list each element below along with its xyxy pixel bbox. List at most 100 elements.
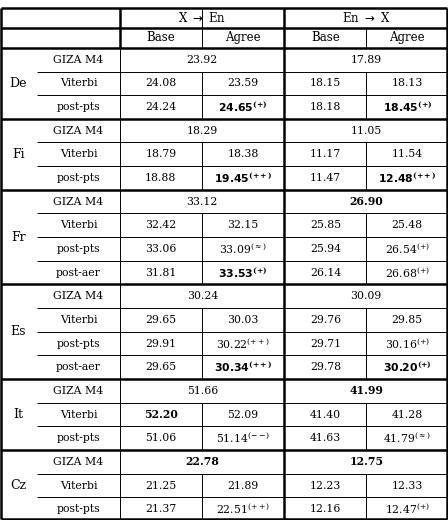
Text: 18.15: 18.15 — [310, 79, 341, 88]
Text: 11.05: 11.05 — [351, 126, 382, 136]
Text: 51.06: 51.06 — [145, 433, 177, 443]
Text: 18.38: 18.38 — [227, 149, 259, 159]
Text: Viterbi: Viterbi — [60, 79, 97, 88]
Text: Fi: Fi — [12, 148, 25, 161]
Text: 23.59: 23.59 — [228, 79, 258, 88]
Text: $\mathbf{30.34}$$^{\mathregular{(++)}}$: $\mathbf{30.34}$$^{\mathregular{(++)}}$ — [214, 360, 272, 374]
Text: 41.63: 41.63 — [310, 433, 341, 443]
Text: 21.25: 21.25 — [145, 480, 177, 490]
Text: It: It — [13, 408, 23, 421]
Text: 41.79$^{\mathregular{(\approx)}}$: 41.79$^{\mathregular{(\approx)}}$ — [383, 431, 431, 446]
Text: GIZA M4: GIZA M4 — [53, 291, 103, 301]
Text: 18.13: 18.13 — [392, 79, 423, 88]
Text: 18.29: 18.29 — [187, 126, 218, 136]
Text: 25.85: 25.85 — [310, 220, 341, 230]
Text: 30.24: 30.24 — [187, 291, 218, 301]
Text: post-aer: post-aer — [56, 268, 101, 278]
Text: Viterbi: Viterbi — [60, 480, 97, 490]
Text: 29.65: 29.65 — [145, 315, 177, 325]
Text: post-pts: post-pts — [56, 339, 100, 348]
Text: 18.88: 18.88 — [145, 173, 177, 183]
Text: 25.48: 25.48 — [392, 220, 423, 230]
Text: Es: Es — [11, 326, 26, 338]
Text: GIZA M4: GIZA M4 — [53, 386, 103, 396]
Text: 24.24: 24.24 — [145, 102, 177, 112]
Text: 21.89: 21.89 — [228, 480, 258, 490]
Text: 29.71: 29.71 — [310, 339, 341, 348]
Text: De: De — [9, 77, 27, 90]
Text: $\mathbf{30.20}$$^{\mathregular{(+)}}$: $\mathbf{30.20}$$^{\mathregular{(+)}}$ — [383, 360, 432, 374]
Text: 26.90: 26.90 — [349, 196, 383, 207]
Text: 30.09: 30.09 — [351, 291, 382, 301]
Text: 33.06: 33.06 — [145, 244, 177, 254]
Text: 30.22$^{\mathregular{(++)}}$: 30.22$^{\mathregular{(++)}}$ — [216, 336, 270, 351]
Text: 30.03: 30.03 — [227, 315, 259, 325]
Text: 26.54$^{\mathregular{(+)}}$: 26.54$^{\mathregular{(+)}}$ — [385, 242, 430, 256]
Text: 18.18: 18.18 — [310, 102, 341, 112]
Text: 29.85: 29.85 — [392, 315, 423, 325]
Text: 26.68$^{\mathregular{(+)}}$: 26.68$^{\mathregular{(+)}}$ — [385, 265, 430, 280]
Text: Base: Base — [311, 31, 340, 44]
Text: post-aer: post-aer — [56, 362, 101, 372]
Text: 26.14: 26.14 — [310, 268, 341, 278]
Text: 12.47$^{\mathregular{(+)}}$: 12.47$^{\mathregular{(+)}}$ — [385, 502, 430, 516]
Text: 33.12: 33.12 — [186, 197, 218, 206]
Text: 22.78: 22.78 — [185, 457, 219, 467]
Text: $\mathbf{18.45}$$^{\mathregular{(+)}}$: $\mathbf{18.45}$$^{\mathregular{(+)}}$ — [383, 100, 432, 114]
Text: 41.28: 41.28 — [392, 410, 423, 420]
Text: post-pts: post-pts — [56, 173, 100, 183]
Text: 51.14$^{\mathregular{(--)}}$: 51.14$^{\mathregular{(--)}}$ — [216, 431, 270, 446]
Text: 11.17: 11.17 — [310, 149, 341, 159]
Text: 23.92: 23.92 — [187, 55, 218, 64]
Text: 12.33: 12.33 — [392, 480, 423, 490]
Text: post-pts: post-pts — [56, 102, 100, 112]
Text: En $\rightarrow$ X: En $\rightarrow$ X — [342, 11, 390, 25]
Text: post-pts: post-pts — [56, 244, 100, 254]
Text: 41.99: 41.99 — [349, 385, 383, 396]
Text: 29.65: 29.65 — [145, 362, 177, 372]
Text: 30.16$^{\mathregular{(+)}}$: 30.16$^{\mathregular{(+)}}$ — [385, 336, 430, 351]
Text: Agree: Agree — [225, 31, 261, 44]
Text: $\mathbf{12.48}$$^{\mathregular{(++)}}$: $\mathbf{12.48}$$^{\mathregular{(++)}}$ — [378, 171, 437, 185]
Text: post-pts: post-pts — [56, 433, 100, 443]
Text: $\mathbf{33.53}$$^{\mathregular{(+)}}$: $\mathbf{33.53}$$^{\mathregular{(+)}}$ — [218, 265, 268, 280]
Text: 25.94: 25.94 — [310, 244, 341, 254]
Text: 51.66: 51.66 — [187, 386, 218, 396]
Text: 29.78: 29.78 — [310, 362, 341, 372]
Text: 11.54: 11.54 — [392, 149, 423, 159]
Text: 33.09$^{\mathregular{(\approx)}}$: 33.09$^{\mathregular{(\approx)}}$ — [219, 242, 267, 256]
Text: 31.81: 31.81 — [145, 268, 177, 278]
Text: Fr: Fr — [11, 231, 26, 243]
Text: Viterbi: Viterbi — [60, 410, 97, 420]
Text: GIZA M4: GIZA M4 — [53, 197, 103, 206]
Text: 22.51$^{\mathregular{(++)}}$: 22.51$^{\mathregular{(++)}}$ — [216, 502, 270, 516]
Text: 29.76: 29.76 — [310, 315, 341, 325]
Text: Agree: Agree — [389, 31, 425, 44]
Text: Viterbi: Viterbi — [60, 315, 97, 325]
Text: 52.20: 52.20 — [144, 409, 178, 420]
Text: 32.42: 32.42 — [145, 220, 177, 230]
Text: 32.15: 32.15 — [228, 220, 258, 230]
Text: Viterbi: Viterbi — [60, 149, 97, 159]
Text: X $\rightarrow$ En: X $\rightarrow$ En — [178, 11, 226, 25]
Text: 11.47: 11.47 — [310, 173, 341, 183]
Text: 12.23: 12.23 — [310, 480, 341, 490]
Text: $\mathbf{24.65}$$^{\mathregular{(+)}}$: $\mathbf{24.65}$$^{\mathregular{(+)}}$ — [218, 100, 268, 114]
Text: post-pts: post-pts — [56, 504, 100, 514]
Text: 12.16: 12.16 — [310, 504, 341, 514]
Text: 17.89: 17.89 — [351, 55, 382, 64]
Text: 21.37: 21.37 — [145, 504, 177, 514]
Text: Viterbi: Viterbi — [60, 220, 97, 230]
Text: 41.40: 41.40 — [310, 410, 341, 420]
Text: $\mathbf{19.45}$$^{\mathregular{(++)}}$: $\mathbf{19.45}$$^{\mathregular{(++)}}$ — [214, 171, 272, 185]
Text: 18.79: 18.79 — [145, 149, 177, 159]
Text: Cz: Cz — [10, 479, 26, 492]
Text: GIZA M4: GIZA M4 — [53, 126, 103, 136]
Text: 24.08: 24.08 — [145, 79, 177, 88]
Text: GIZA M4: GIZA M4 — [53, 457, 103, 467]
Text: 12.75: 12.75 — [349, 457, 383, 467]
Text: 29.91: 29.91 — [145, 339, 177, 348]
Text: 52.09: 52.09 — [228, 410, 258, 420]
Text: Base: Base — [146, 31, 175, 44]
Text: GIZA M4: GIZA M4 — [53, 55, 103, 64]
